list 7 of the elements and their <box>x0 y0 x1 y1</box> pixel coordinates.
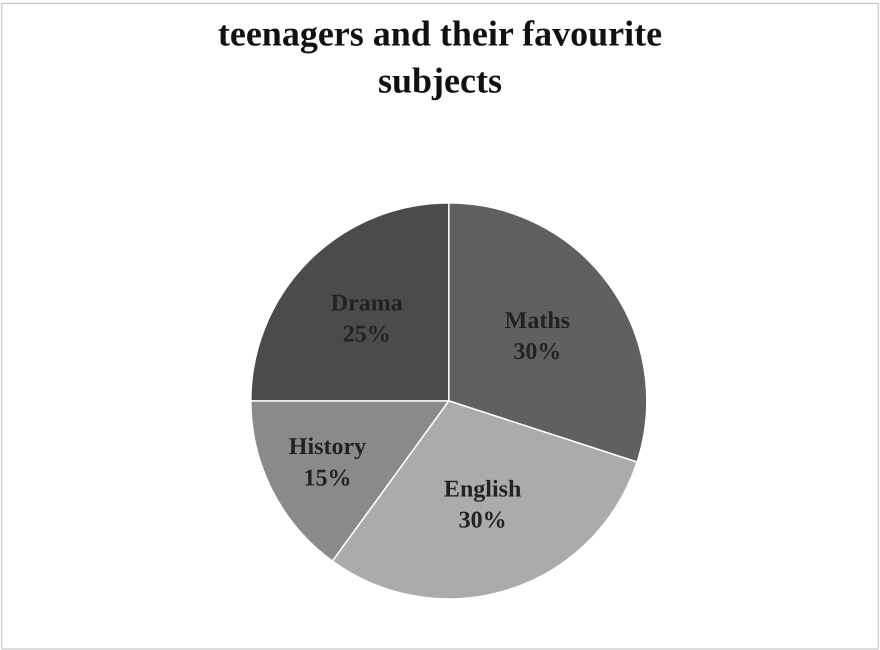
data-label: 30% <box>458 508 507 534</box>
slice-label: Maths <box>504 308 570 334</box>
chart-title: teenagers and their favourite subjects <box>218 14 662 100</box>
data-label: 15% <box>303 465 352 492</box>
data-label: 30% <box>513 339 562 366</box>
slice-label: History <box>288 434 366 460</box>
slice-label: English <box>444 476 522 502</box>
